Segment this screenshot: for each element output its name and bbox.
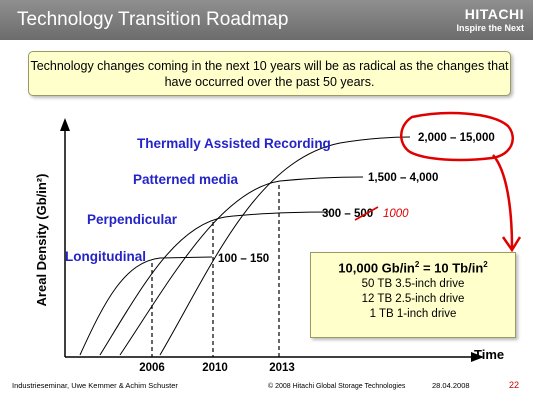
curve-thermal bbox=[159, 136, 411, 356]
intro-box: Technology changes coming in the next 10… bbox=[28, 51, 511, 96]
callout-title: 10,000 Gb/in2 = 10 Tb/in2 bbox=[311, 260, 515, 275]
red-arrow bbox=[492, 154, 514, 249]
callout-title-a: 10,000 Gb/in bbox=[338, 260, 415, 276]
curve-perpendicular bbox=[99, 211, 331, 356]
footer-date: 28.04.2008 bbox=[432, 381, 470, 390]
year-label-2010: 2010 bbox=[202, 362, 228, 374]
x-axis-label: Time bbox=[474, 347, 504, 362]
label-perpendicular: Perpendicular bbox=[87, 212, 178, 227]
capacity-callout: 10,000 Gb/in2 = 10 Tb/in2 50 TB 3.5-inch… bbox=[310, 252, 516, 338]
footer-author: Industrieseminar, Uwe Kemmer & Achim Sch… bbox=[12, 381, 178, 390]
callout-line-2: 12 TB 2.5-inch drive bbox=[361, 293, 465, 306]
callout-title-b: = 10 Tb/in bbox=[419, 260, 484, 276]
page-title: Technology Transition Roadmap bbox=[17, 9, 289, 30]
year-label-2006: 2006 bbox=[139, 362, 165, 374]
red-arrowhead bbox=[501, 236, 522, 253]
strike-500 bbox=[354, 206, 379, 221]
header-bar: Technology Transition Roadmap HITACHI In… bbox=[0, 0, 533, 40]
range-patterned-media: 1,500 – 4,000 bbox=[368, 172, 438, 184]
label-longitudinal: Longitudinal bbox=[65, 249, 146, 264]
footer-page-number: 22 bbox=[509, 380, 520, 390]
x-axis-arrow bbox=[471, 352, 484, 362]
curve-longitudinal bbox=[79, 256, 213, 356]
y-axis-label: Areal Density (Gb/in²) bbox=[34, 174, 49, 307]
callout-line-3: 1 TB 1-inch drive bbox=[369, 308, 457, 321]
brand-logo: HITACHI Inspire the Next bbox=[456, 6, 524, 33]
annotation-1000: 1000 bbox=[383, 208, 409, 220]
brand-tagline: Inspire the Next bbox=[456, 23, 524, 33]
curve-patterned-media bbox=[119, 176, 364, 356]
callout-line-1: 50 TB 3.5-inch drive bbox=[361, 278, 465, 291]
footer-copyright: © 2008 Hitachi Global Storage Technologi… bbox=[268, 383, 406, 390]
year-label-2013: 2013 bbox=[269, 362, 295, 374]
range-longitudinal: 100 – 150 bbox=[218, 253, 269, 265]
y-axis-arrow bbox=[60, 118, 70, 131]
range-thermal: 2,000 – 15,000 bbox=[418, 132, 495, 144]
callout-title-sup2: 2 bbox=[483, 260, 488, 269]
brand-name: HITACHI bbox=[464, 6, 524, 22]
label-patterned-media: Patterned media bbox=[133, 172, 239, 187]
callout-title-sup1: 2 bbox=[414, 260, 420, 269]
label-thermal: Thermally Assisted Recording bbox=[137, 136, 331, 151]
red-circle bbox=[400, 111, 514, 162]
